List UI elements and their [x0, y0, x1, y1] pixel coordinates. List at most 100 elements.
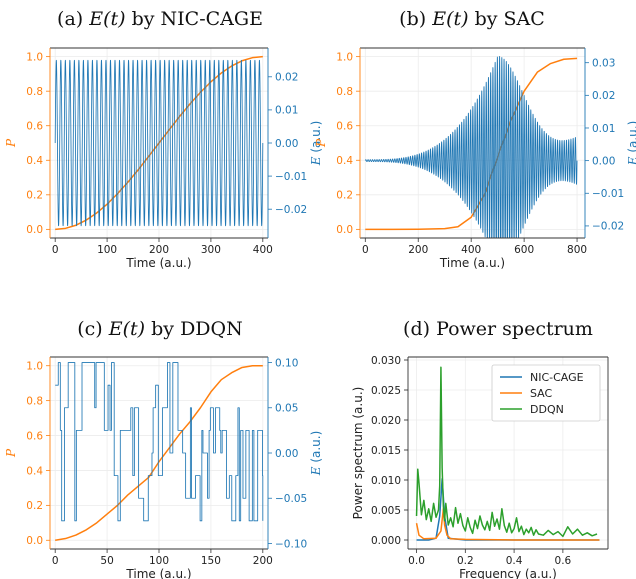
- y-tick-label-right: −0.01: [592, 188, 624, 200]
- y-tick-label-left: 0.030: [371, 355, 401, 367]
- x-tick-label: 0: [52, 244, 59, 256]
- x-tick-label: 0.2: [457, 555, 474, 567]
- title-prefix: (b): [399, 8, 432, 30]
- y-tick-label-left: 0.4: [26, 155, 43, 167]
- x-tick-label: 200: [408, 244, 428, 256]
- x-tick-label: 50: [100, 555, 113, 567]
- x-tick-label: 0.0: [408, 555, 425, 567]
- chart-title: (b) E(t) by SAC: [399, 8, 545, 30]
- y-tick-label-right: 0.01: [275, 105, 298, 117]
- y-tick-label-left: 0.025: [371, 385, 401, 397]
- y-tick-label-left: 0.0: [26, 224, 43, 236]
- x-tick-label: 0.6: [555, 555, 572, 567]
- plot-area: [55, 362, 264, 542]
- y-tick-label-left: 0.6: [26, 430, 43, 442]
- x-axis-label: Frequency (a.u.): [459, 567, 557, 579]
- y-tick-label-left: 1.0: [26, 51, 43, 63]
- y-axis-label-right: E (a.u.): [309, 431, 323, 477]
- y-tick-label-right: 0.05: [275, 403, 298, 415]
- y-tick-label-right: −0.01: [275, 171, 307, 183]
- chart-a: (a) E(t) by NIC-CAGE 0 100 200 300 400 0.0 0.2 0…: [4, 8, 323, 270]
- x-tick-label: 200: [149, 244, 169, 256]
- y-tick-label-left: 0.8: [26, 86, 43, 98]
- legend-label: SAC: [530, 387, 553, 400]
- y-tick-label-right: 0.00: [275, 138, 298, 150]
- title-variable: E(t): [108, 318, 145, 340]
- legend-box: [491, 364, 601, 422]
- series-field: [54, 59, 264, 227]
- y-tick-label-left: 0.8: [336, 86, 353, 98]
- y-axis-label-left: P: [314, 138, 328, 148]
- y-axis-label-left: Power spectrum (a.u.): [351, 387, 365, 520]
- x-tick-label: 200: [253, 555, 273, 567]
- title-variable: E(t): [431, 8, 468, 30]
- y-tick-label-right: −0.02: [275, 204, 307, 216]
- y-tick-label-left: 0.6: [336, 121, 353, 133]
- y-tick-label-right: 0.03: [592, 57, 615, 69]
- y-tick-label-left: 0.6: [26, 121, 43, 133]
- x-tick-label: 0: [52, 555, 59, 567]
- y-tick-label-right: −0.05: [275, 493, 307, 505]
- y-tick-label-left: 1.0: [336, 51, 353, 63]
- y-tick-label-left: 0.2: [26, 500, 43, 512]
- title-suffix: by SAC: [469, 8, 545, 30]
- x-tick-label: 300: [201, 244, 221, 256]
- chart-d: (d) Power spectrum 0.0 0.2 0.4 0.6 0.000 0.005…: [351, 318, 609, 579]
- title-suffix: by NIC-CAGE: [126, 8, 263, 30]
- y-axis-label-right: E (a.u.): [309, 121, 323, 167]
- y-tick-label-left: 0.000: [371, 535, 401, 547]
- x-tick-label: 150: [201, 555, 221, 567]
- x-axis-label: Time (a.u.): [125, 256, 191, 270]
- y-tick-label-right: 0.02: [275, 72, 298, 84]
- x-tick-label: 600: [514, 244, 534, 256]
- series-field: [364, 56, 578, 238]
- title-prefix: (d) Power spectrum: [403, 318, 593, 340]
- y-tick-label-left: 0.4: [336, 155, 353, 167]
- y-tick-label-left: 1.0: [26, 361, 43, 373]
- title-prefix: (c): [77, 318, 109, 340]
- legend-label: NIC-CAGE: [530, 371, 584, 384]
- chart-title: (d) Power spectrum: [403, 318, 593, 340]
- x-axis-label: Time (a.u.): [125, 567, 191, 579]
- y-tick-label-left: 0.020: [371, 415, 401, 427]
- y-tick-label-left: 0.0: [26, 535, 43, 547]
- y-tick-label-right: −0.10: [275, 538, 307, 550]
- series-ddqn: [415, 366, 598, 538]
- y-tick-label-left: 0.015: [371, 445, 401, 457]
- x-tick-label: 400: [461, 244, 481, 256]
- y-tick-label-left: 0.2: [336, 190, 353, 202]
- chart-title: (a) E(t) by NIC-CAGE: [57, 8, 263, 30]
- y-axis-label-left: P: [4, 448, 18, 458]
- title-prefix: (a): [57, 8, 89, 30]
- y-tick-label-left: 0.010: [371, 475, 401, 487]
- series-population: [55, 364, 263, 542]
- x-tick-label: 0.4: [506, 555, 523, 567]
- plot-area: [54, 55, 264, 231]
- x-tick-label: 400: [253, 244, 273, 256]
- y-tick-label-left: 0.005: [371, 505, 401, 517]
- axes-frame: [359, 47, 586, 239]
- series-field: [55, 362, 264, 522]
- x-tick-label: 800: [567, 244, 587, 256]
- plot-area: [415, 366, 600, 541]
- y-tick-label-right: 0.00: [275, 448, 298, 460]
- y-tick-label-right: 0.10: [275, 357, 298, 369]
- x-tick-label: 0: [362, 244, 369, 256]
- x-tick-label: 100: [149, 555, 169, 567]
- chart-b: (b) E(t) by SAC 0 200 400 600 800 0.0 0.2 0.4 0.6…: [314, 8, 636, 270]
- x-tick-label: 100: [97, 244, 117, 256]
- x-axis-label: Time (a.u.): [439, 256, 505, 270]
- legend-label: DDQN: [530, 403, 564, 416]
- legend: NIC-CAGE SAC DDQN: [491, 364, 601, 422]
- chart-title: (c) E(t) by DDQN: [77, 318, 243, 340]
- chart-c: (c) E(t) by DDQN 0 50 100 150 200 0.0 0.2 0.4 0.6…: [4, 318, 323, 579]
- y-tick-label-right: 0.02: [592, 90, 615, 102]
- y-tick-label-left: 0.8: [26, 395, 43, 407]
- axes-frame: [407, 356, 609, 550]
- grid: [50, 357, 268, 549]
- title-variable: E(t): [88, 8, 125, 30]
- y-tick-label-right: 0.01: [592, 123, 615, 135]
- y-tick-label-left: 0.4: [26, 465, 43, 477]
- title-suffix: by DDQN: [145, 318, 243, 340]
